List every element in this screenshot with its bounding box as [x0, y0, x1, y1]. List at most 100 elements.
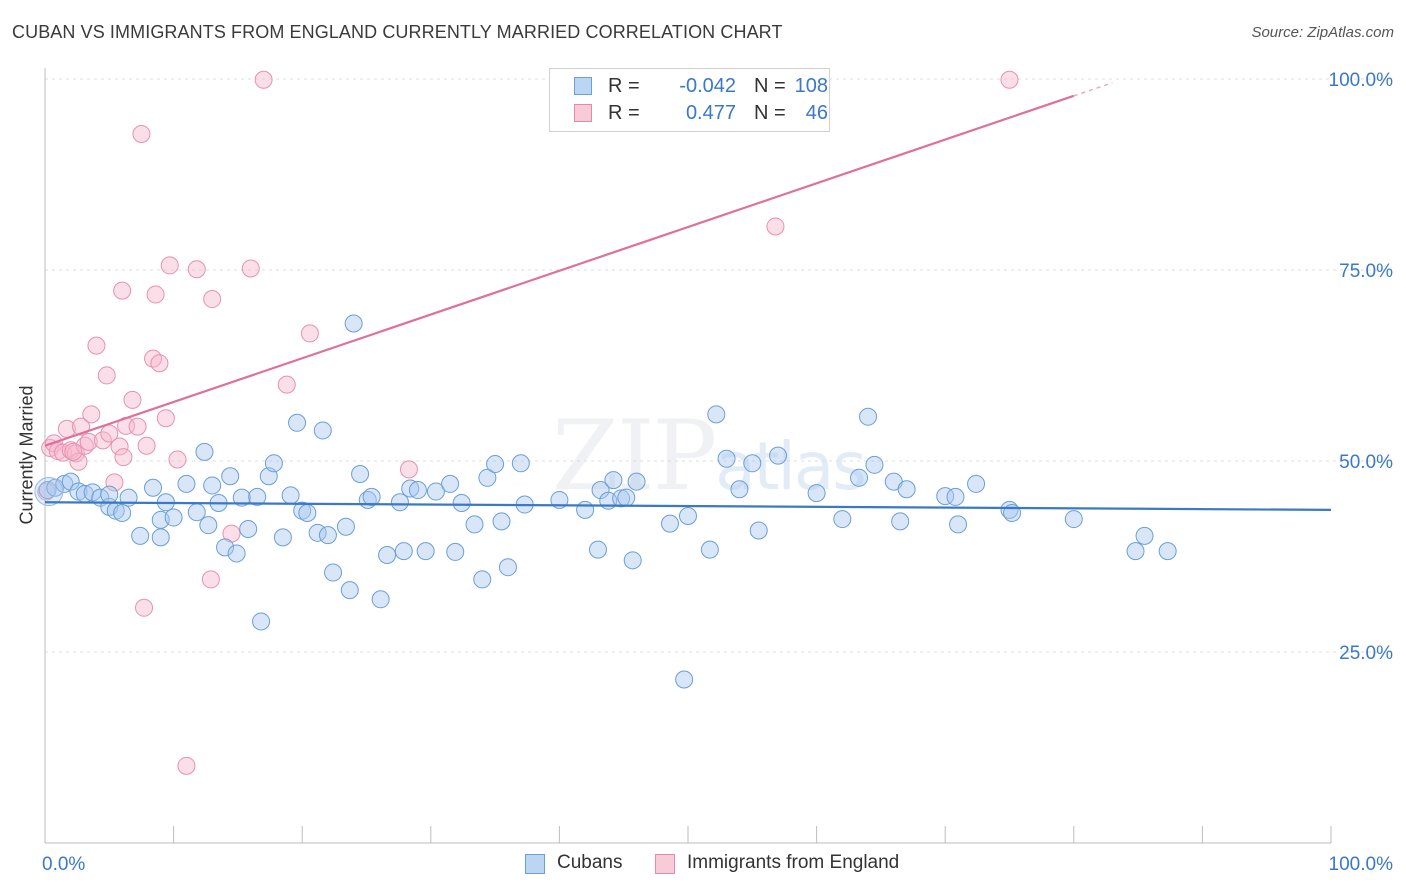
cuban-point: [1158, 542, 1177, 561]
gridlines: [45, 78, 1395, 653]
england-points: [37, 70, 1019, 775]
cuban-point: [1000, 500, 1019, 519]
england-point: [160, 256, 179, 275]
cuban-point: [473, 570, 492, 589]
cuban-point: [273, 528, 292, 547]
cuban-point: [478, 468, 497, 487]
england-point: [137, 436, 156, 455]
cuban-point: [351, 464, 370, 483]
cuban-point: [248, 487, 267, 506]
cuban-point: [730, 480, 749, 499]
watermark-atlas: atlas: [715, 428, 866, 505]
cuban-point: [1126, 542, 1145, 561]
cuban-point: [859, 407, 878, 426]
cuban-point: [252, 612, 271, 631]
cuban-point: [498, 558, 517, 577]
trend-lines: [44, 82, 1332, 511]
legend-swatch-cubans: [574, 77, 592, 95]
cuban-point: [298, 503, 317, 522]
x-tick-label: 100.0%: [1329, 854, 1394, 875]
england-point: [69, 452, 88, 471]
cuban-point: [371, 590, 390, 609]
cuban-point: [144, 478, 163, 497]
legend-n-value: 108: [794, 75, 828, 97]
england-point: [64, 442, 83, 461]
cuban-point: [239, 519, 258, 538]
england-point: [156, 409, 175, 428]
cuban-points: [34, 314, 1177, 689]
y-tick-label: 75.0%: [1339, 261, 1393, 282]
source-credit: Source: ZipAtlas.com: [1251, 24, 1394, 41]
england-point: [82, 405, 101, 424]
cuban-point: [949, 515, 968, 534]
cuban-point: [743, 454, 762, 473]
cuban-point: [588, 540, 607, 559]
cubans-trend-line: [44, 501, 1332, 511]
england-point: [300, 324, 319, 343]
england-point: [110, 437, 129, 456]
legend-label-england: Immigrants from England: [687, 852, 900, 873]
y-tick-label: 25.0%: [1339, 643, 1393, 664]
cuban-point: [401, 479, 420, 498]
legend-swatch-cubans: [525, 854, 545, 874]
cuban-point: [324, 563, 343, 582]
cuban-point: [897, 480, 916, 499]
cuban-point: [617, 488, 636, 507]
legend-r-label: R =: [608, 102, 640, 124]
england-point: [93, 431, 112, 450]
cuban-point: [717, 449, 736, 468]
england-trend-line: [44, 94, 1075, 447]
cuban-point: [288, 413, 307, 432]
england-point: [766, 217, 785, 236]
legend-swatch-england: [574, 104, 592, 122]
cuban-point: [318, 526, 337, 545]
cuban-point: [679, 507, 697, 526]
cuban-point: [946, 487, 965, 506]
legend-label-cubans: Cubans: [557, 852, 623, 873]
cuban-point: [281, 486, 300, 505]
england-point: [146, 285, 165, 304]
england-point: [254, 70, 273, 89]
cuban-point: [177, 474, 196, 493]
cuban-point: [452, 494, 471, 513]
legend-r-value: 0.477: [685, 102, 736, 124]
cuban-point: [390, 493, 409, 512]
cuban-point: [131, 526, 150, 545]
england-point: [87, 336, 106, 355]
cuban-point: [216, 538, 235, 557]
england-point: [113, 281, 132, 300]
cuban-point: [336, 517, 355, 536]
cuban-point: [441, 474, 460, 493]
cuban-point: [660, 514, 679, 533]
cuban-point: [340, 581, 359, 600]
cuban-point: [113, 503, 132, 522]
cuban-point: [623, 551, 642, 570]
england-point: [203, 290, 222, 309]
cuban-point: [100, 485, 119, 504]
legend-n-label: N =: [754, 75, 786, 97]
series-legend: Cubans Immigrants from England: [0, 852, 1406, 878]
cuban-point: [227, 544, 246, 563]
legend-r-label: R =: [608, 75, 640, 97]
cuban-point: [576, 500, 595, 519]
cuban-point: [34, 477, 64, 507]
cuban-point: [967, 474, 986, 493]
cuban-point: [486, 455, 505, 474]
england-point: [144, 349, 163, 368]
cuban-point: [604, 471, 623, 490]
correlation-legend: R = -0.042 N = 108 R = 0.477 N = 46: [549, 68, 830, 132]
england-point: [79, 432, 98, 451]
cuban-point: [416, 542, 435, 561]
cuban-point: [394, 542, 413, 561]
england-point: [97, 366, 116, 385]
legend-n-label: N =: [754, 102, 786, 124]
cuban-point: [344, 314, 363, 333]
cuban-point: [807, 484, 826, 503]
england-point: [123, 390, 142, 409]
cuban-point: [378, 545, 397, 564]
cuban-point: [627, 472, 646, 491]
cuban-point: [850, 468, 869, 487]
watermark: ZIPatlas: [552, 400, 867, 512]
cuban-point: [675, 670, 694, 689]
y-tick-label: 100.0%: [1329, 70, 1394, 91]
